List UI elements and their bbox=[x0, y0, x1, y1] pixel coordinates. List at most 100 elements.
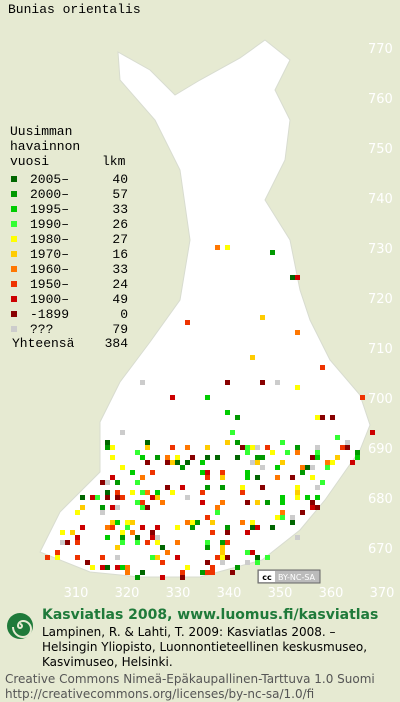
record-square bbox=[170, 460, 175, 465]
record-square bbox=[120, 530, 125, 535]
legend-heading: Uusimman bbox=[10, 124, 72, 139]
record-square bbox=[290, 475, 295, 480]
record-square bbox=[330, 415, 335, 420]
record-square bbox=[135, 540, 140, 545]
record-square bbox=[220, 500, 225, 505]
record-square bbox=[295, 490, 300, 495]
legend-column: vuosi bbox=[10, 154, 49, 169]
record-square bbox=[245, 560, 250, 565]
record-square bbox=[110, 505, 115, 510]
record-square bbox=[300, 465, 305, 470]
record-square bbox=[175, 525, 180, 530]
record-square bbox=[315, 485, 320, 490]
legend-count: 26 bbox=[112, 217, 128, 232]
record-square bbox=[80, 525, 85, 530]
record-square bbox=[310, 465, 315, 470]
legend-column: lkm bbox=[102, 154, 126, 169]
record-square bbox=[120, 535, 125, 540]
record-square bbox=[275, 515, 280, 520]
record-square bbox=[255, 475, 260, 480]
record-square bbox=[75, 540, 80, 545]
easting-label: 320 bbox=[115, 586, 140, 601]
record-square bbox=[110, 445, 115, 450]
record-square bbox=[245, 445, 250, 450]
record-square bbox=[320, 365, 325, 370]
record-square bbox=[190, 520, 195, 525]
record-square bbox=[280, 440, 285, 445]
legend-swatch bbox=[11, 176, 17, 182]
record-square bbox=[310, 505, 315, 510]
record-square bbox=[280, 495, 285, 500]
record-square bbox=[140, 475, 145, 480]
record-square bbox=[270, 250, 275, 255]
record-square bbox=[295, 385, 300, 390]
northing-label: 700 bbox=[368, 392, 393, 407]
record-square bbox=[215, 245, 220, 250]
record-square bbox=[325, 465, 330, 470]
northing-label: 670 bbox=[368, 542, 393, 557]
legend-label: 1950– bbox=[30, 277, 69, 292]
record-square bbox=[210, 520, 215, 525]
easting-label: 350 bbox=[268, 586, 293, 601]
legend-count: 57 bbox=[112, 187, 128, 202]
record-square bbox=[105, 490, 110, 495]
record-square bbox=[165, 550, 170, 555]
record-square bbox=[235, 565, 240, 570]
record-square bbox=[165, 455, 170, 460]
legend-count: 33 bbox=[112, 262, 128, 277]
record-square bbox=[150, 530, 155, 535]
record-square bbox=[220, 555, 225, 560]
legend-count: 79 bbox=[112, 322, 128, 337]
record-square bbox=[215, 555, 220, 560]
record-square bbox=[355, 450, 360, 455]
record-square bbox=[260, 455, 265, 460]
footer-heading[interactable]: Kasviatlas 2008, www.luomus.fi/kasviatla… bbox=[42, 607, 378, 623]
record-square bbox=[220, 550, 225, 555]
record-square bbox=[105, 440, 110, 445]
easting-label: 340 bbox=[217, 586, 242, 601]
record-square bbox=[280, 510, 285, 515]
record-square bbox=[120, 465, 125, 470]
northing-label: 770 bbox=[368, 42, 393, 57]
legend-count: 49 bbox=[112, 292, 128, 307]
legend-count: 27 bbox=[112, 232, 128, 247]
record-square bbox=[120, 495, 125, 500]
record-square bbox=[175, 540, 180, 545]
license-badge[interactable]: cc BY-NC-SA bbox=[257, 569, 321, 584]
record-square bbox=[205, 475, 210, 480]
record-square bbox=[215, 455, 220, 460]
record-square bbox=[110, 455, 115, 460]
record-square bbox=[185, 445, 190, 450]
record-square bbox=[160, 545, 165, 550]
record-square bbox=[355, 455, 360, 460]
record-square bbox=[145, 460, 150, 465]
record-square bbox=[170, 395, 175, 400]
record-square bbox=[115, 490, 120, 495]
record-square bbox=[205, 470, 210, 475]
record-square bbox=[165, 460, 170, 465]
record-square bbox=[255, 455, 260, 460]
record-square bbox=[130, 530, 135, 535]
citation-line: Lampinen, R. & Lahti, T. 2009: Kasviatla… bbox=[42, 625, 336, 639]
record-square bbox=[275, 380, 280, 385]
record-square bbox=[235, 455, 240, 460]
record-squares bbox=[45, 245, 375, 580]
license-line[interactable]: http://creativecommons.org/licenses/by-n… bbox=[5, 687, 314, 701]
record-square bbox=[250, 520, 255, 525]
record-square bbox=[250, 550, 255, 555]
record-square bbox=[155, 540, 160, 545]
record-square bbox=[130, 490, 135, 495]
record-square bbox=[245, 530, 250, 535]
record-square bbox=[245, 470, 250, 475]
record-square bbox=[250, 445, 255, 450]
record-square bbox=[150, 470, 155, 475]
record-square bbox=[255, 555, 260, 560]
legend-count: 0 bbox=[120, 307, 128, 322]
legend-count: 33 bbox=[112, 202, 128, 217]
record-square bbox=[100, 505, 105, 510]
record-square bbox=[105, 565, 110, 570]
record-square bbox=[205, 540, 210, 545]
record-square bbox=[100, 480, 105, 485]
record-square bbox=[75, 510, 80, 515]
legend-swatch bbox=[11, 191, 17, 197]
